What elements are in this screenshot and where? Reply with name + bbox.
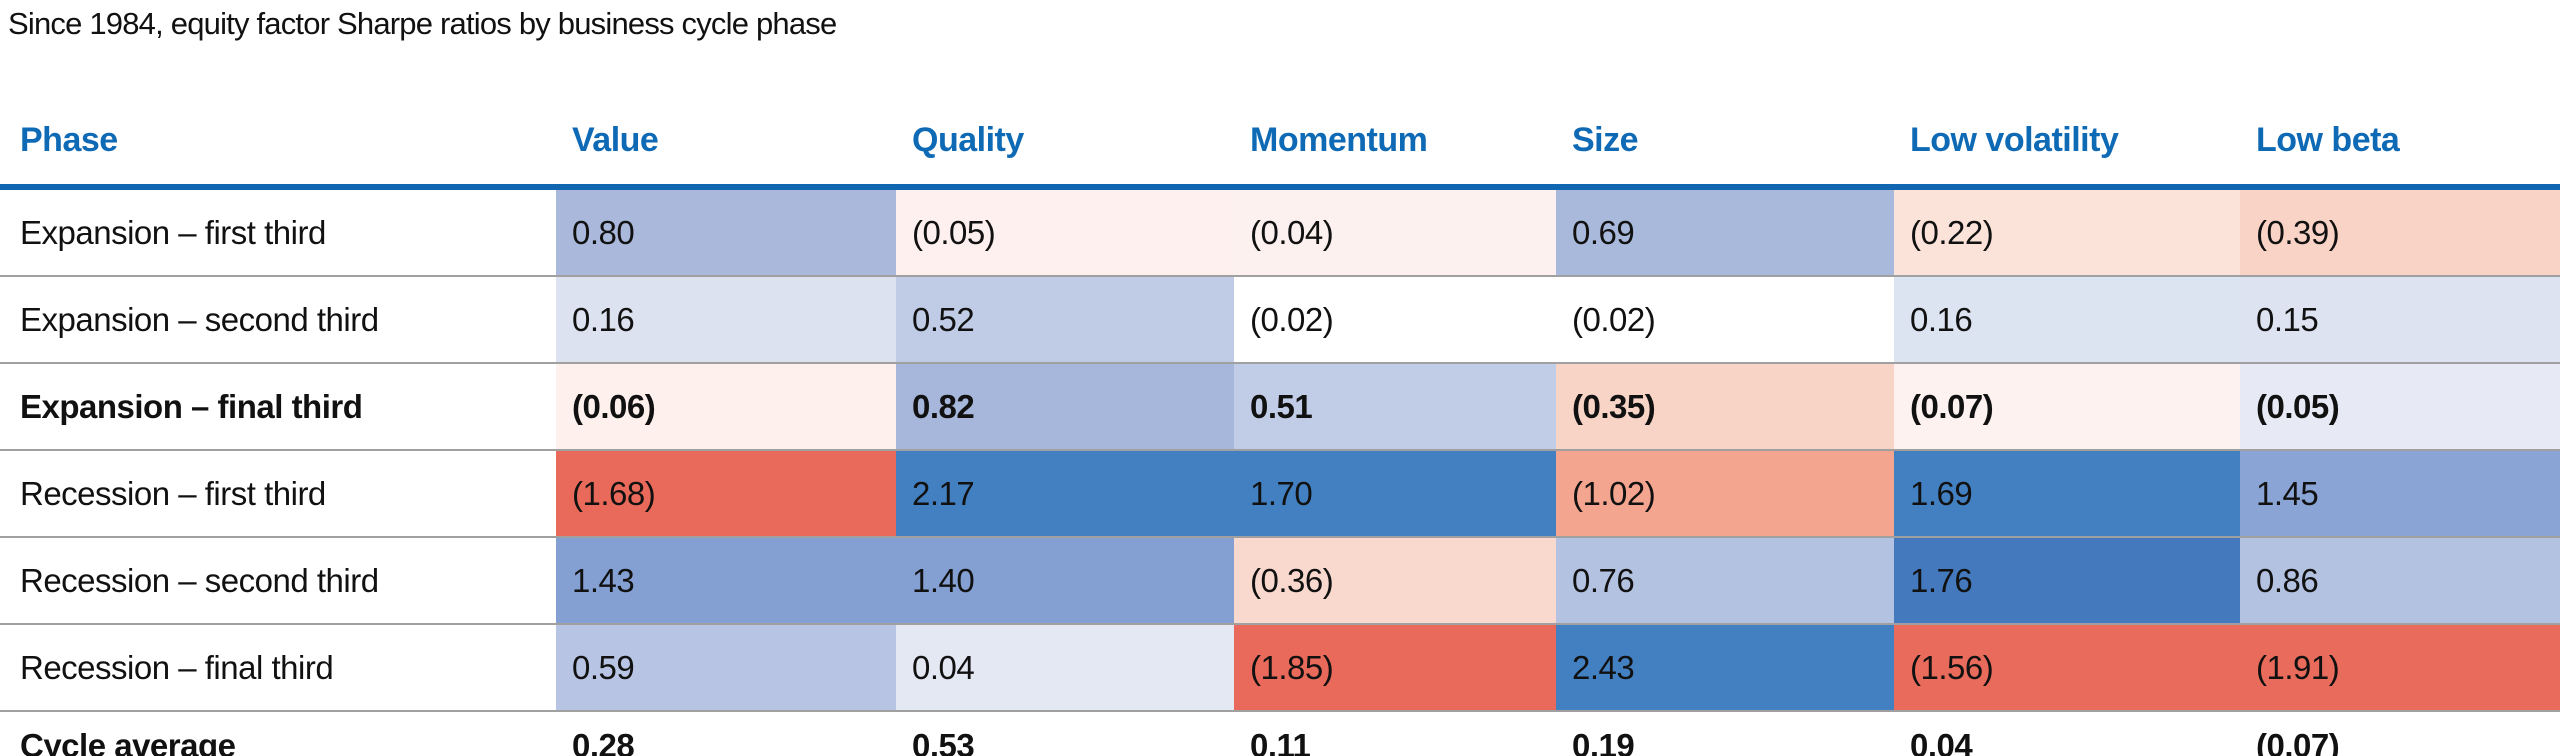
heatmap-cell: (0.07)	[1894, 362, 2240, 450]
heatmap-cell: 0.04	[896, 623, 1234, 711]
table-row-expansion-final-third: Expansion – final third (0.06) 0.82 0.51…	[0, 362, 2560, 450]
heatmap-cell: 0.69	[1556, 187, 1894, 276]
heatmap-cell: 1.70	[1234, 449, 1556, 537]
heatmap-cell: (1.68)	[556, 449, 896, 537]
table-row-recession-first-third: Recession – first third (1.68) 2.17 1.70…	[0, 449, 2560, 537]
column-header-low-beta: Low beta	[2240, 42, 2560, 190]
column-header-value: Value	[556, 42, 896, 190]
heatmap-cell: 0.76	[1556, 536, 1894, 624]
column-header-phase: Phase	[0, 42, 556, 190]
summary-cell: 0.11	[1234, 710, 1556, 756]
table-body: Expansion – first third 0.80 (0.05) (0.0…	[0, 187, 2560, 756]
summary-cell: 0.53	[896, 710, 1234, 756]
column-header-quality: Quality	[896, 42, 1234, 190]
heatmap-cell: 0.16	[556, 275, 896, 363]
heatmap-cell: 0.52	[896, 275, 1234, 363]
summary-cell: (0.07)	[2240, 710, 2560, 756]
phase-label: Recession – first third	[0, 449, 556, 537]
heatmap-cell: (0.04)	[1234, 187, 1556, 276]
heatmap-cell: (1.02)	[1556, 449, 1894, 537]
heatmap-cell: 1.45	[2240, 449, 2560, 537]
heatmap-cell: (0.35)	[1556, 362, 1894, 450]
heatmap-cell: (1.85)	[1234, 623, 1556, 711]
heatmap-cell: 0.82	[896, 362, 1234, 450]
phase-label: Recession – second third	[0, 536, 556, 624]
heatmap-cell: 0.15	[2240, 275, 2560, 363]
phase-label: Expansion – second third	[0, 275, 556, 363]
heatmap-cell: 2.43	[1556, 623, 1894, 711]
phase-label: Expansion – first third	[0, 187, 556, 276]
summary-cell: 0.04	[1894, 710, 2240, 756]
heatmap-cell: (1.91)	[2240, 623, 2560, 711]
heatmap-cell: (0.02)	[1234, 275, 1556, 363]
heatmap-cell: (0.36)	[1234, 536, 1556, 624]
column-header-low-volatility: Low volatility	[1894, 42, 2240, 190]
summary-cell: 0.19	[1556, 710, 1894, 756]
table-row-recession-final-third: Recession – final third 0.59 0.04 (1.85)…	[0, 623, 2560, 711]
chart-title: Since 1984, equity factor Sharpe ratios …	[8, 6, 837, 41]
table-row-recession-second-third: Recession – second third 1.43 1.40 (0.36…	[0, 536, 2560, 624]
table-row-cycle-average: Cycle average 0.28 0.53 0.11 0.19 0.04 (…	[0, 710, 2560, 756]
heatmap-cell: (0.02)	[1556, 275, 1894, 363]
phase-label: Recession – final third	[0, 623, 556, 711]
table-row-expansion-second-third: Expansion – second third 0.16 0.52 (0.02…	[0, 275, 2560, 363]
heatmap-cell: 0.59	[556, 623, 896, 711]
sharpe-ratio-table: Phase Value Quality Momentum Size Low vo…	[0, 42, 2560, 756]
heatmap-cell: (0.39)	[2240, 187, 2560, 276]
table-row-expansion-first-third: Expansion – first third 0.80 (0.05) (0.0…	[0, 187, 2560, 276]
header-row: Phase Value Quality Momentum Size Low vo…	[0, 42, 2560, 190]
column-header-momentum: Momentum	[1234, 42, 1556, 190]
heatmap-cell: (0.22)	[1894, 187, 2240, 276]
heatmap-cell: 1.43	[556, 536, 896, 624]
heatmap-cell: 0.86	[2240, 536, 2560, 624]
heatmap-cell: 1.76	[1894, 536, 2240, 624]
heatmap-cell: (1.56)	[1894, 623, 2240, 711]
phase-label: Cycle average	[0, 710, 556, 756]
heatmap-cell: (0.05)	[896, 187, 1234, 276]
heatmap-cell: 1.69	[1894, 449, 2240, 537]
heatmap-cell: 0.51	[1234, 362, 1556, 450]
table-header: Phase Value Quality Momentum Size Low vo…	[0, 42, 2560, 190]
heatmap-cell: 0.16	[1894, 275, 2240, 363]
heatmap-cell: (0.06)	[556, 362, 896, 450]
heatmap-cell: 2.17	[896, 449, 1234, 537]
heatmap-cell: 0.80	[556, 187, 896, 276]
phase-label: Expansion – final third	[0, 362, 556, 450]
heatmap-cell: 1.40	[896, 536, 1234, 624]
summary-cell: 0.28	[556, 710, 896, 756]
column-header-size: Size	[1556, 42, 1894, 190]
heatmap-cell: (0.05)	[2240, 362, 2560, 450]
